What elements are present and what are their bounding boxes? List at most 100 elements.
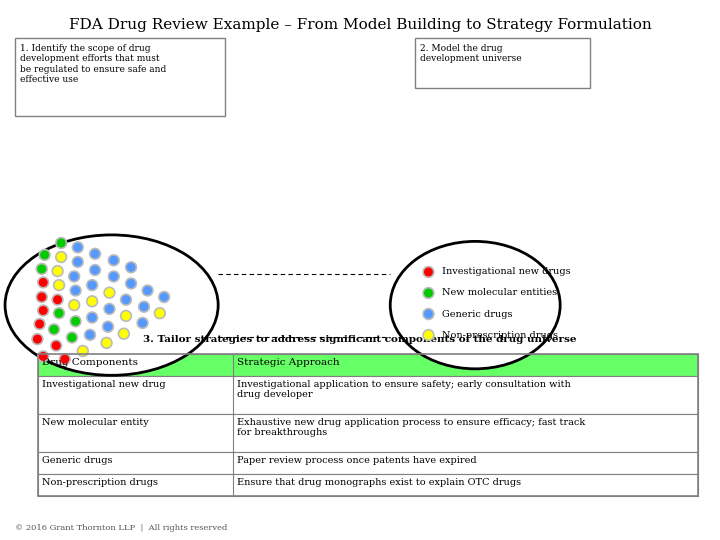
Circle shape: [41, 251, 48, 259]
Circle shape: [86, 331, 94, 339]
Circle shape: [68, 300, 80, 310]
Circle shape: [48, 324, 60, 335]
Circle shape: [127, 280, 135, 287]
Circle shape: [53, 280, 65, 291]
FancyBboxPatch shape: [38, 452, 698, 474]
Text: Generic drugs: Generic drugs: [443, 309, 513, 319]
Circle shape: [68, 271, 80, 282]
Circle shape: [55, 281, 63, 289]
Circle shape: [89, 281, 96, 289]
Circle shape: [50, 326, 58, 333]
Circle shape: [36, 292, 48, 302]
Circle shape: [37, 277, 49, 288]
Circle shape: [86, 296, 98, 307]
Circle shape: [74, 258, 81, 266]
Circle shape: [77, 346, 89, 356]
Circle shape: [423, 329, 434, 341]
Circle shape: [127, 264, 135, 271]
Circle shape: [79, 347, 86, 355]
Circle shape: [36, 320, 43, 328]
Circle shape: [120, 294, 132, 305]
Circle shape: [118, 328, 130, 339]
Circle shape: [53, 342, 60, 349]
Text: Investigational new drug: Investigational new drug: [42, 380, 166, 389]
Text: FDA Drug Review Example – From Model Building to Strategy Formulation: FDA Drug Review Example – From Model Bui…: [68, 18, 652, 32]
FancyBboxPatch shape: [38, 354, 698, 376]
Circle shape: [142, 285, 153, 296]
Circle shape: [425, 310, 432, 318]
Circle shape: [53, 308, 65, 319]
Circle shape: [137, 318, 148, 328]
Text: New molecular entities: New molecular entities: [443, 288, 557, 298]
Text: © 2016 Grant Thornton LLP  |  All rights reserved: © 2016 Grant Thornton LLP | All rights r…: [15, 524, 228, 532]
Circle shape: [70, 285, 81, 296]
Circle shape: [34, 335, 41, 343]
Circle shape: [52, 266, 63, 276]
Circle shape: [91, 250, 99, 258]
Text: Investigational application to ensure safety; early consultation with
drug devel: Investigational application to ensure sa…: [237, 380, 570, 400]
Text: Non-prescription drugs: Non-prescription drugs: [443, 330, 559, 340]
Text: 1. Identify the scope of drug
development efforts that must
be regulated to ensu: 1. Identify the scope of drug developmen…: [20, 44, 166, 84]
Circle shape: [54, 267, 61, 275]
Circle shape: [86, 280, 98, 291]
FancyBboxPatch shape: [38, 376, 698, 414]
Circle shape: [89, 314, 96, 321]
Circle shape: [89, 248, 101, 259]
Circle shape: [104, 287, 115, 298]
Circle shape: [54, 296, 61, 303]
Circle shape: [34, 319, 45, 329]
Circle shape: [38, 293, 45, 301]
Circle shape: [71, 301, 78, 309]
Circle shape: [108, 255, 120, 266]
Circle shape: [423, 287, 434, 299]
Circle shape: [154, 308, 166, 319]
Circle shape: [70, 316, 81, 327]
Circle shape: [104, 303, 115, 314]
Circle shape: [72, 287, 79, 294]
Circle shape: [110, 256, 117, 264]
Circle shape: [425, 331, 432, 339]
Circle shape: [89, 298, 96, 305]
Circle shape: [40, 307, 47, 314]
Circle shape: [71, 273, 78, 280]
Circle shape: [55, 309, 63, 317]
Circle shape: [161, 293, 168, 301]
Circle shape: [425, 268, 432, 276]
Circle shape: [101, 338, 112, 348]
Text: Generic drugs: Generic drugs: [42, 456, 112, 465]
Circle shape: [125, 278, 137, 289]
Circle shape: [106, 305, 113, 313]
Circle shape: [38, 265, 45, 273]
Circle shape: [37, 305, 49, 316]
Ellipse shape: [390, 241, 560, 369]
FancyBboxPatch shape: [38, 474, 698, 496]
Circle shape: [125, 262, 137, 273]
Circle shape: [106, 289, 113, 296]
Circle shape: [158, 292, 170, 302]
Circle shape: [72, 242, 84, 253]
Text: New molecular entity: New molecular entity: [42, 418, 149, 427]
Circle shape: [61, 355, 68, 363]
Circle shape: [110, 273, 117, 280]
Circle shape: [55, 252, 67, 262]
Circle shape: [89, 265, 101, 275]
Text: Ensure that drug monographs exist to explain OTC drugs: Ensure that drug monographs exist to exp…: [237, 478, 521, 487]
Text: 2. Model the drug
development universe: 2. Model the drug development universe: [420, 44, 521, 63]
FancyBboxPatch shape: [38, 414, 698, 452]
FancyBboxPatch shape: [15, 38, 225, 116]
Circle shape: [156, 309, 163, 317]
Circle shape: [32, 334, 43, 345]
Circle shape: [425, 289, 432, 297]
Circle shape: [423, 308, 434, 320]
Circle shape: [120, 310, 132, 321]
Circle shape: [72, 256, 84, 267]
Circle shape: [37, 351, 49, 362]
Circle shape: [120, 330, 127, 338]
Ellipse shape: [5, 235, 218, 375]
Circle shape: [74, 244, 81, 251]
Text: Non-prescription drugs: Non-prescription drugs: [42, 478, 158, 487]
Circle shape: [52, 294, 63, 305]
Circle shape: [50, 340, 62, 351]
Circle shape: [55, 238, 67, 248]
Circle shape: [86, 312, 98, 323]
